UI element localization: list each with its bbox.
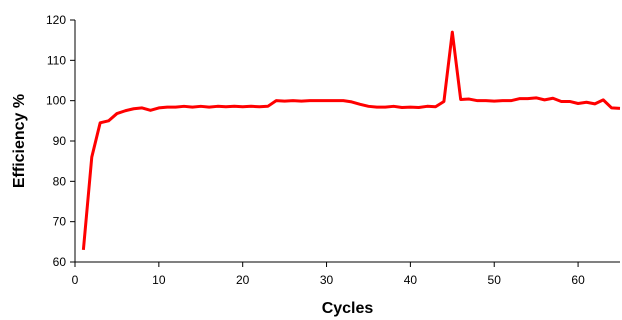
x-tick-label: 40 xyxy=(404,273,418,287)
x-tick-label: 0 xyxy=(72,273,79,287)
y-axis-ticks: 60 70 80 90 100 110 120 xyxy=(46,13,75,269)
y-tick-label: 80 xyxy=(53,174,67,188)
series-line-0 xyxy=(81,30,621,251)
y-tick-label: 90 xyxy=(53,134,67,148)
x-tick-label: 60 xyxy=(571,273,585,287)
y-tick-label: 60 xyxy=(53,255,67,269)
y-axis-title: Efficiency % xyxy=(11,94,28,188)
x-tick-label: 30 xyxy=(320,273,334,287)
y-tick-label: 70 xyxy=(53,215,67,229)
y-tick-label: 110 xyxy=(47,53,66,67)
x-tick-label: 10 xyxy=(152,273,166,287)
x-axis-title: Cycles xyxy=(322,300,374,317)
y-tick-label: 100 xyxy=(46,94,66,108)
x-tick-label: 20 xyxy=(236,273,250,287)
y-tick-label: 120 xyxy=(46,13,66,27)
x-tick-label: 50 xyxy=(488,273,502,287)
series-layer xyxy=(81,30,621,251)
x-axis-ticks: 0 10 20 30 40 50 60 xyxy=(72,262,585,287)
